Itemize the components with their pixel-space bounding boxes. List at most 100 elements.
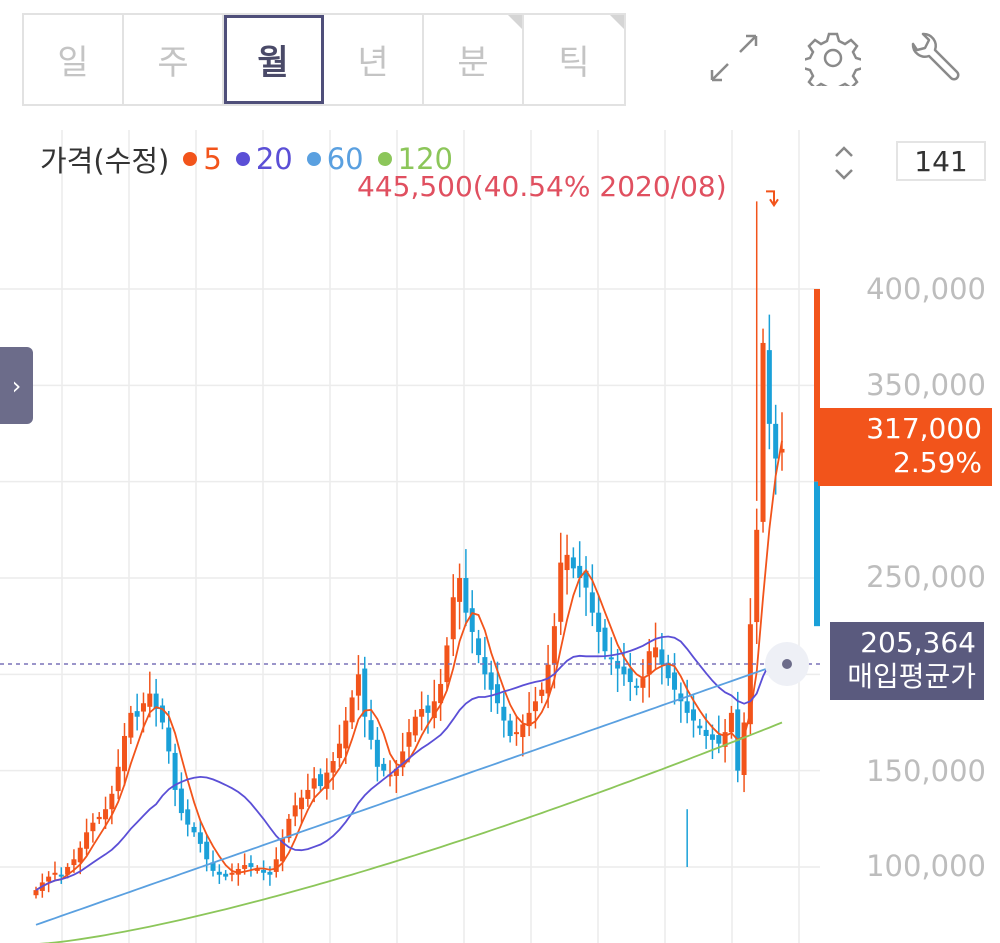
candle-body xyxy=(741,722,747,776)
candle-body xyxy=(172,752,178,790)
candle-body xyxy=(254,868,260,871)
candle-body xyxy=(406,732,412,747)
tab-label: 년 xyxy=(357,43,389,83)
candle-body xyxy=(46,876,52,882)
tab-period-2[interactable]: 월 xyxy=(224,15,324,104)
tab-corner-marker xyxy=(508,15,522,29)
candle-body xyxy=(482,657,488,675)
gear-icon[interactable] xyxy=(805,30,861,86)
candle-body xyxy=(779,448,785,453)
candle-body xyxy=(368,720,374,740)
candle-body xyxy=(185,809,191,825)
candle-body xyxy=(690,709,696,721)
candle-body xyxy=(551,626,557,665)
tab-period-1[interactable]: 주 xyxy=(124,15,224,104)
candle-body xyxy=(760,342,766,522)
candle-body xyxy=(513,732,519,735)
tab-label: 틱 xyxy=(558,43,590,83)
candle-body xyxy=(58,874,64,877)
candle-body xyxy=(248,863,254,867)
candle-body xyxy=(438,683,444,704)
candle-body xyxy=(621,666,627,675)
candle-body xyxy=(640,678,646,688)
side-panel-handle[interactable]: › xyxy=(0,347,33,424)
avg-purchase-price-badge: 205,364 매입평균가 xyxy=(830,622,984,700)
max-marker-arrow xyxy=(766,190,779,208)
candle-body xyxy=(608,657,614,660)
candle-body xyxy=(159,705,165,723)
legend-dot xyxy=(306,152,321,166)
candle-body xyxy=(672,672,678,690)
wrench-icon[interactable] xyxy=(905,30,961,86)
candle-body xyxy=(653,647,659,658)
candle-body xyxy=(336,743,342,759)
candle-body xyxy=(520,724,526,738)
candle-body xyxy=(242,865,248,869)
candle-body xyxy=(204,841,210,860)
candle-body xyxy=(299,797,305,810)
candle-body xyxy=(292,805,298,817)
candle-count-input[interactable]: 141 xyxy=(896,141,986,181)
candle-body xyxy=(577,565,583,578)
candle-body xyxy=(444,645,450,683)
ma-line-120 xyxy=(39,721,783,943)
candle-body xyxy=(362,668,368,717)
expand-icon[interactable] xyxy=(706,30,762,86)
price-range-bar-up xyxy=(814,289,820,482)
price-range-bar-down xyxy=(814,481,820,627)
tab-label: 주 xyxy=(157,43,189,83)
tab-period-0[interactable]: 일 xyxy=(24,15,124,104)
candle-body xyxy=(754,529,760,623)
price-chart[interactable] xyxy=(0,130,820,943)
count-stepper-icon[interactable] xyxy=(826,140,862,186)
legend-item-60[interactable]: 60 xyxy=(306,142,364,176)
current-price-change: 2.59% xyxy=(893,446,982,479)
candle-body xyxy=(400,751,406,768)
candle-body xyxy=(349,697,355,723)
candle-body xyxy=(330,761,336,773)
candle-body xyxy=(457,578,463,602)
legend-item-20[interactable]: 20 xyxy=(235,142,293,176)
candle-body xyxy=(596,612,602,632)
candle-body xyxy=(450,597,456,640)
candle-body xyxy=(109,793,115,810)
tab-label: 일 xyxy=(57,43,89,83)
tab-label: 월 xyxy=(257,43,289,83)
candle-body xyxy=(191,826,197,833)
candle-body xyxy=(33,890,39,896)
candle-body xyxy=(178,788,184,814)
legend-dot xyxy=(183,152,198,166)
candle-body xyxy=(570,557,576,569)
legend-item-5[interactable]: 5 xyxy=(183,142,222,176)
legend-item-120[interactable]: 120 xyxy=(377,142,453,176)
chevron-right-icon: › xyxy=(11,371,22,400)
tab-period-5[interactable]: 틱 xyxy=(524,15,624,104)
tab-period-4[interactable]: 분 xyxy=(424,15,524,104)
current-price-badge: 317,000 2.59% xyxy=(818,408,992,486)
candle-body xyxy=(431,701,437,719)
tab-label: 분 xyxy=(457,43,489,83)
candle-body xyxy=(52,872,58,875)
y-tick-400000: 400,000 xyxy=(866,272,986,306)
candle-body xyxy=(122,735,128,772)
candle-body xyxy=(387,774,393,777)
tab-period-3[interactable]: 년 xyxy=(324,15,424,104)
candle-body xyxy=(526,712,532,727)
candle-body xyxy=(84,832,90,849)
candle-body xyxy=(602,627,608,652)
candle-body xyxy=(134,711,140,717)
candle-body xyxy=(558,562,564,622)
ma-line-20 xyxy=(35,635,783,891)
candle-body xyxy=(393,768,399,776)
legend-dot xyxy=(235,152,250,166)
candle-body xyxy=(90,822,96,832)
candle-body xyxy=(311,778,317,789)
candle-body xyxy=(697,725,703,729)
candle-body xyxy=(488,672,494,690)
candle-body xyxy=(210,862,216,871)
tab-corner-marker xyxy=(610,15,624,29)
candle-body xyxy=(684,701,690,713)
candle-body xyxy=(77,847,83,863)
candle-body xyxy=(463,578,469,613)
candle-body xyxy=(235,868,241,875)
